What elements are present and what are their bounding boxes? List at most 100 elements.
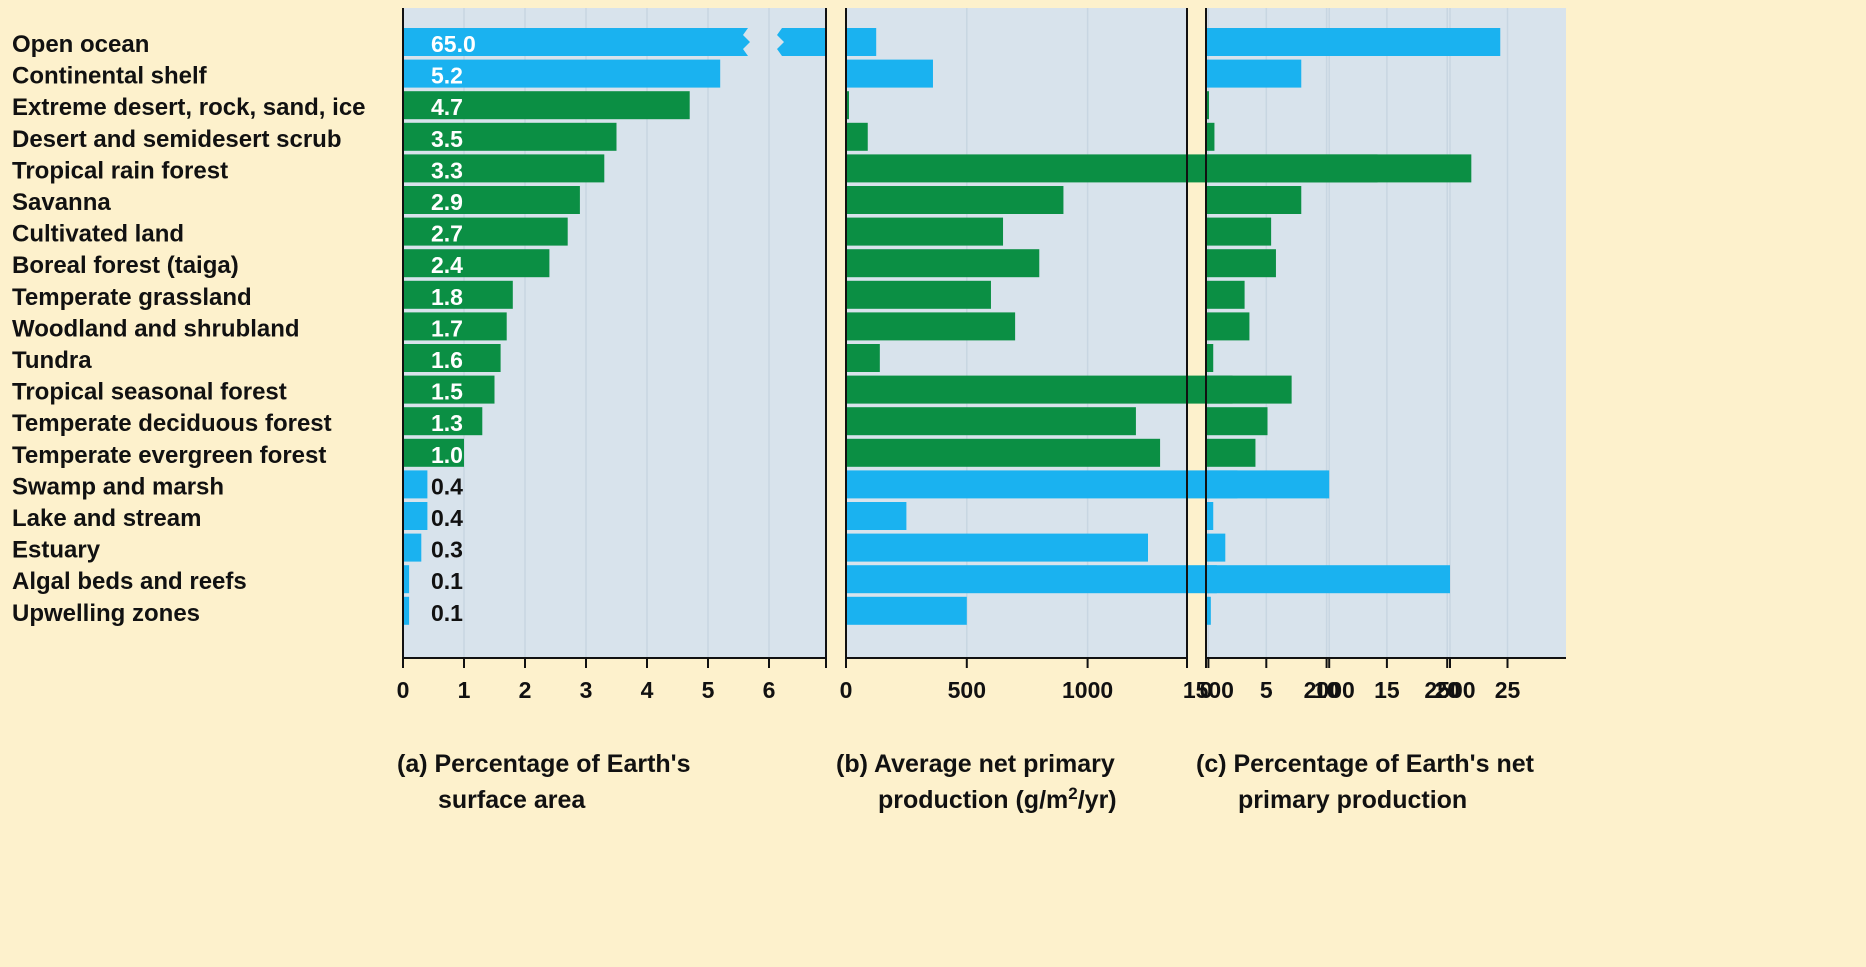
bar xyxy=(403,533,422,562)
bar xyxy=(403,122,617,151)
caption-line: (a) Percentage of Earth's xyxy=(397,750,691,778)
value-label: 2.7 xyxy=(431,221,463,247)
bar xyxy=(403,596,410,625)
category-label: Algal beds and reefs xyxy=(12,568,247,595)
category-label: Estuary xyxy=(12,537,101,564)
caption-text: production (g/m xyxy=(878,786,1068,814)
bar xyxy=(846,122,868,151)
bar xyxy=(403,502,428,530)
bar xyxy=(846,438,1161,467)
bar xyxy=(403,565,410,594)
bar xyxy=(1206,407,1268,436)
bar xyxy=(403,344,501,372)
value-label: 0.3 xyxy=(431,537,463,563)
caption-line: primary production xyxy=(1238,786,1467,814)
value-label: 0.1 xyxy=(431,600,463,626)
category-label: Tropical seasonal forest xyxy=(12,379,287,406)
bar xyxy=(846,312,1016,341)
bar xyxy=(1206,122,1215,151)
value-label: 1.6 xyxy=(431,347,463,373)
x-tick-label: 20 xyxy=(1434,677,1460,703)
bar xyxy=(777,28,826,56)
bar xyxy=(1206,533,1226,562)
category-label: Desert and semidesert scrub xyxy=(12,126,341,153)
bar xyxy=(1206,59,1302,88)
value-label: 0.4 xyxy=(431,505,463,531)
bar xyxy=(403,375,495,404)
bar xyxy=(1206,217,1272,246)
x-tick-label: 25 xyxy=(1495,677,1521,703)
caption-line: (b) Average net primary xyxy=(836,750,1115,778)
value-label: 65.0 xyxy=(431,31,476,57)
value-label: 3.5 xyxy=(431,126,463,152)
category-label: Savanna xyxy=(12,189,111,216)
bar xyxy=(846,344,880,372)
bar xyxy=(846,249,1040,278)
bar xyxy=(846,375,1233,404)
x-tick-label: 1500 xyxy=(1183,677,1234,703)
bar xyxy=(846,59,933,88)
caption-text: /yr) xyxy=(1078,786,1117,814)
bar xyxy=(846,565,1450,594)
value-label: 2.9 xyxy=(431,189,463,215)
bar xyxy=(403,438,464,467)
x-tick-label: 0 xyxy=(397,677,410,703)
x-tick-label: 500 xyxy=(948,677,986,703)
panel-background-3 xyxy=(1206,8,1566,658)
bar xyxy=(846,280,991,309)
x-tick-label: 5 xyxy=(1260,677,1273,703)
bar xyxy=(1206,565,1217,594)
bar xyxy=(846,470,1330,499)
value-label: 3.3 xyxy=(431,157,463,183)
value-label: 1.8 xyxy=(431,284,463,310)
x-tick-label: 4 xyxy=(641,677,654,703)
bar xyxy=(403,249,550,278)
value-label: 2.4 xyxy=(431,252,463,278)
x-tick-label: 0 xyxy=(1200,677,1213,703)
value-label: 1.3 xyxy=(431,410,463,436)
value-label: 1.7 xyxy=(431,315,463,341)
bar xyxy=(846,502,907,530)
value-label: 1.0 xyxy=(431,442,463,468)
x-tick-label: 6 xyxy=(763,677,776,703)
value-label: 5.2 xyxy=(431,63,463,89)
bar xyxy=(846,533,1148,562)
x-tick-label: 1 xyxy=(458,677,471,703)
bar xyxy=(403,407,483,436)
category-label: Tropical rain forest xyxy=(12,157,228,184)
category-label: Cultivated land xyxy=(12,221,184,248)
caption-line: (c) Percentage of Earth's net xyxy=(1196,750,1535,778)
category-label: Upwelling zones xyxy=(12,600,200,627)
category-label: Tundra xyxy=(12,347,92,374)
bar xyxy=(1206,312,1250,341)
x-tick-label: 0 xyxy=(840,677,853,703)
bar xyxy=(403,280,513,309)
category-label: Extreme desert, rock, sand, ice xyxy=(12,94,366,121)
category-label: Temperate deciduous forest xyxy=(12,410,332,437)
bar xyxy=(403,154,605,183)
bar xyxy=(846,596,967,625)
bar xyxy=(403,91,690,120)
bar xyxy=(1206,186,1302,214)
bar xyxy=(403,28,750,56)
bar xyxy=(403,217,568,246)
caption-superscript: 2 xyxy=(1068,784,1077,803)
caption-line: surface area xyxy=(438,786,586,814)
bar xyxy=(1206,438,1256,467)
bar xyxy=(1206,502,1214,530)
value-label: 1.5 xyxy=(431,379,463,405)
bar xyxy=(403,186,580,214)
category-label: Temperate grassland xyxy=(12,284,252,311)
bar xyxy=(1206,28,1501,56)
value-label: 4.7 xyxy=(431,94,463,120)
bar xyxy=(1206,280,1245,309)
bar xyxy=(403,470,428,499)
bar xyxy=(1206,154,1472,183)
bar xyxy=(846,407,1136,436)
x-tick-label: 2500 xyxy=(1424,677,1475,703)
bar xyxy=(1206,596,1211,625)
category-label: Boreal forest (taiga) xyxy=(12,252,239,279)
category-label: Woodland and shrubland xyxy=(12,315,300,342)
bar xyxy=(846,91,849,120)
